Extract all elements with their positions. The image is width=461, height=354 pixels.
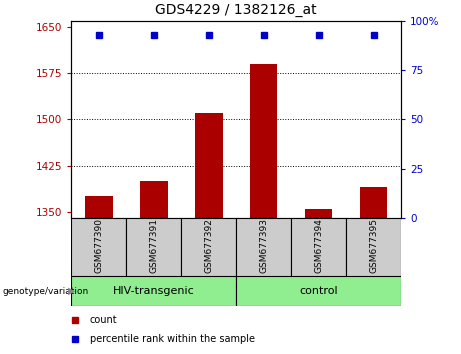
- Bar: [85, 196, 112, 218]
- Bar: [126, 218, 181, 276]
- Bar: [236, 276, 401, 306]
- Bar: [236, 218, 291, 276]
- Bar: [360, 187, 387, 218]
- Text: GSM677390: GSM677390: [95, 218, 103, 273]
- Bar: [195, 113, 223, 218]
- Text: GSM677391: GSM677391: [149, 218, 159, 273]
- Title: GDS4229 / 1382126_at: GDS4229 / 1382126_at: [155, 4, 317, 17]
- Text: count: count: [89, 315, 117, 325]
- Text: percentile rank within the sample: percentile rank within the sample: [89, 333, 254, 344]
- Text: GSM677392: GSM677392: [204, 218, 213, 273]
- Text: GSM677393: GSM677393: [259, 218, 268, 273]
- Text: HIV-transgenic: HIV-transgenic: [113, 286, 195, 296]
- Text: GSM677395: GSM677395: [369, 218, 378, 273]
- Bar: [291, 218, 346, 276]
- Bar: [140, 181, 168, 218]
- Bar: [181, 218, 236, 276]
- Bar: [71, 276, 236, 306]
- Bar: [71, 218, 126, 276]
- Bar: [346, 218, 401, 276]
- Text: control: control: [299, 286, 338, 296]
- Text: GSM677394: GSM677394: [314, 218, 323, 273]
- Bar: [305, 209, 332, 218]
- Text: genotype/variation: genotype/variation: [2, 287, 89, 296]
- Text: ▶: ▶: [68, 286, 76, 296]
- Bar: [250, 64, 278, 218]
